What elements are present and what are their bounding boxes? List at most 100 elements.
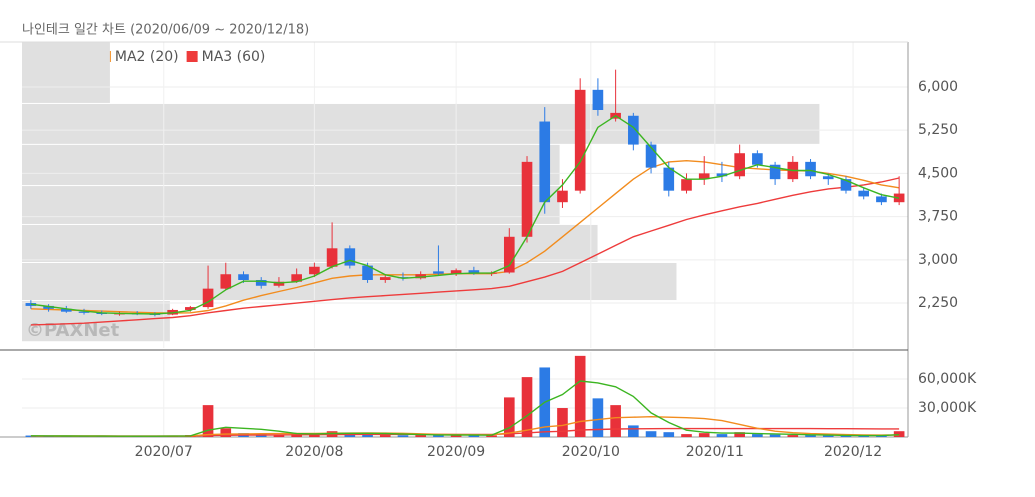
candle-body [734,153,745,177]
volume-bar [805,435,816,437]
y-tick-label: 3,750 [918,209,958,225]
legend-label: MA3 (60) [202,49,266,65]
candle-body [326,248,338,267]
candle-body [273,281,285,286]
y-tick-label: 3,000 [918,252,958,268]
watermark: ©PAXNet [26,320,120,341]
candle-body [468,270,480,274]
volume-bar [645,431,657,437]
candle-body [344,248,356,266]
volume-bar [752,434,763,437]
volume-bar [220,428,232,437]
candle-body [291,274,302,282]
volume-profile-bar [22,42,110,103]
candle-body [858,190,870,197]
candle-body [362,265,373,280]
volume-profile-bar [22,224,598,262]
volume-bar [893,431,905,437]
volume-bar [468,435,480,437]
volume-bar [273,434,285,437]
candle-body [78,311,90,313]
volume-bar [379,435,391,437]
candle-body [415,274,427,279]
y-tick-label: 4,500 [918,165,958,181]
y-tick-label: 6,000 [918,79,958,95]
candle-body [202,288,214,308]
candle-body [557,190,568,203]
volume-bar [592,398,604,437]
volume-bar [433,434,444,437]
volume-bar [734,432,745,437]
candle-body [60,308,72,312]
legend-swatch [186,51,198,62]
candle-body [43,305,54,309]
candle-body [238,274,249,280]
y-tick-label: 2,250 [918,295,958,311]
x-tick-label: 2020/08 [285,444,343,460]
x-tick-label: 2020/12 [824,444,882,460]
candle-body [185,307,196,310]
candle-body [752,153,763,165]
ma-line [30,114,900,315]
volume-bar [362,434,373,437]
x-tick-label: 2020/11 [686,444,744,460]
y-tick-label: 5,250 [918,122,958,138]
volume-bar [628,425,639,437]
volume-profile-bar [22,186,560,224]
ma-line [30,380,900,437]
volume-bar [858,435,870,437]
volume-bar [503,397,515,437]
x-tick-label: 2020/07 [135,444,193,460]
candle-body [840,179,852,191]
volume-profile-bar [22,144,560,186]
candle-body [822,176,834,180]
volume-bar [681,434,692,437]
candle-body [716,173,728,177]
candle-body [521,161,533,237]
volume-bar [291,434,302,437]
volume-profile-bar [22,103,820,144]
volume-bar [557,408,568,437]
ma-line [30,177,900,326]
volume-bar [822,435,834,437]
candle-body [255,280,267,286]
volume-profile-bar [22,263,677,301]
volume-bar [716,434,728,437]
volume-bar [397,435,409,437]
candle-body [769,164,781,180]
volume-bar [25,435,37,437]
candle-body [574,89,586,191]
x-tick-label: 2020/10 [562,444,620,460]
y-tick-label: 60,000K [918,371,977,387]
x-tick-label: 2020/09 [427,444,485,460]
y-tick-label: 30,000K [918,400,977,416]
legend-label: MA2 (20) [115,49,179,65]
candle-body [663,167,675,191]
volume-bar [202,405,214,437]
candle-body [628,115,639,145]
candle-body [876,196,887,203]
volume-bar [521,377,533,437]
chart-title: 나인테크 일간 차트 (2020/06/09 ~ 2020/12/18) [22,23,309,38]
volume-bar [486,435,497,437]
candle-body [539,121,551,203]
candle-body [698,173,710,180]
candle-body [379,277,391,280]
volume-bar [787,435,799,437]
volume-bar [769,434,781,437]
candle-body [592,89,604,110]
candle-body [503,236,515,273]
candle-body [25,303,37,306]
candle-body [450,270,462,274]
volume-bar [415,435,427,437]
candle-body [805,161,816,177]
volume-bar [663,432,675,437]
candle-body [681,179,692,191]
volume-bar [574,355,586,437]
candle-body [433,271,444,274]
volume-bar [698,433,710,437]
volume-bar [450,435,462,437]
candle-body [220,274,232,289]
candle-body [645,144,657,168]
